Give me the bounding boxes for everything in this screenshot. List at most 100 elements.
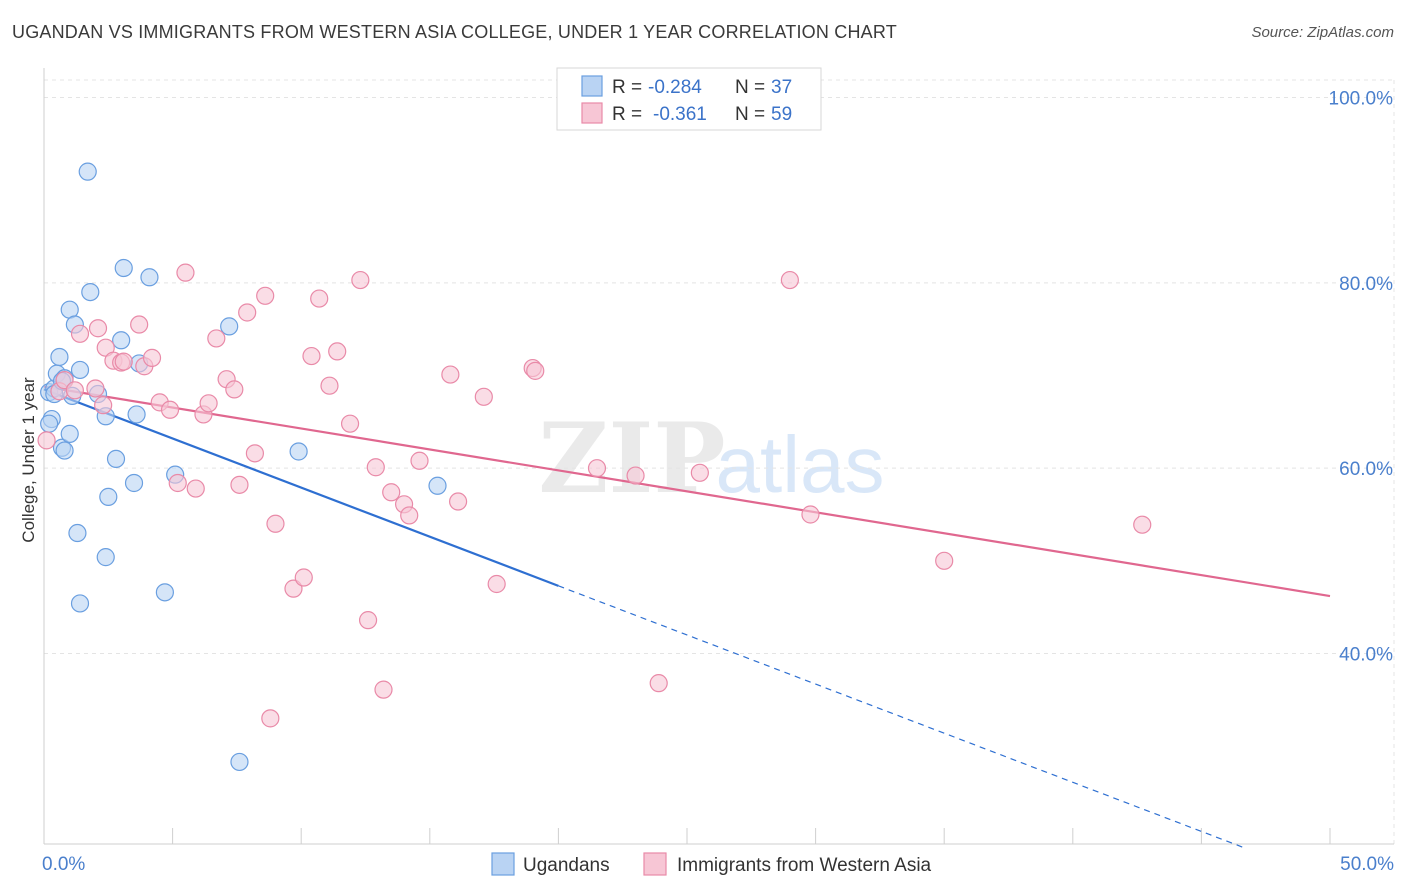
point-s1-53	[626, 466, 645, 485]
point-s0-22	[112, 331, 131, 350]
point-s1-18	[176, 263, 195, 282]
point-s1-16	[160, 400, 180, 419]
legend-n-label-1: N =	[735, 77, 765, 98]
point-s1-37	[340, 414, 360, 433]
point-s0-21	[70, 594, 90, 613]
y-tick-label-3: 40.0%	[1339, 645, 1393, 666]
watermark: ZIP atlas	[538, 402, 884, 515]
y-axis-label: College, Under 1 year	[19, 377, 38, 543]
series-legend: Ugandans Immigrants from Western Asia	[491, 852, 932, 876]
point-s1-42	[382, 483, 401, 502]
point-s0-17	[99, 487, 118, 506]
point-s1-31	[284, 579, 303, 598]
legend-n-label-2: N =	[735, 104, 765, 125]
bottom-legend-label-ugandans: Ugandans	[523, 855, 610, 876]
point-s1-35	[320, 376, 339, 395]
point-s0-12	[70, 360, 90, 380]
point-s1-54	[649, 674, 668, 693]
point-s0-25	[127, 405, 146, 424]
legend-swatch-western-asia	[581, 102, 603, 124]
point-s1-38	[351, 270, 370, 290]
point-s1-57	[801, 505, 820, 524]
data-points	[37, 162, 1152, 772]
point-s1-44	[400, 506, 419, 525]
point-s1-0	[37, 431, 56, 450]
trend-line-extension-0	[558, 585, 1243, 848]
point-s1-58	[935, 551, 954, 570]
point-s1-14	[142, 348, 162, 367]
bottom-legend-swatch-ugandans	[491, 852, 515, 876]
tick-labels: 100.0% 80.0% 60.0% 40.0% 0.0% 50.0%	[42, 89, 1394, 876]
point-s1-4	[70, 324, 90, 343]
point-s1-46	[441, 365, 460, 384]
point-s1-24	[225, 380, 244, 399]
point-s1-27	[245, 444, 265, 463]
legend-r-value-2: -0.361	[653, 104, 707, 125]
point-s1-45	[410, 451, 429, 470]
point-s1-22	[207, 329, 226, 348]
y-tick-label-1: 80.0%	[1339, 274, 1393, 295]
trend-line-1	[43, 385, 1331, 598]
point-s1-19	[186, 479, 205, 498]
legend-n-value-1: 37	[771, 77, 792, 98]
legend-r-label-1: R =	[612, 77, 642, 98]
point-s0-32	[289, 442, 308, 461]
point-s1-29	[261, 709, 280, 728]
trend-line-0	[43, 388, 559, 587]
point-s1-52	[587, 459, 607, 478]
point-s0-27	[140, 268, 159, 287]
legend-swatch-ugandans	[581, 75, 603, 97]
axes	[43, 68, 1394, 845]
point-s1-17	[168, 473, 187, 493]
legend-r-value-1: -0.284	[648, 77, 702, 98]
point-s0-5	[50, 347, 69, 367]
point-s0-2	[40, 414, 59, 433]
bottom-legend-swatch-western-asia	[643, 852, 667, 876]
point-s1-25	[230, 475, 249, 494]
point-s1-36	[328, 342, 347, 361]
point-s1-34	[310, 289, 329, 308]
point-s1-26	[238, 303, 257, 322]
chart-source: Source: ZipAtlas.com	[1251, 24, 1394, 41]
point-s0-14	[81, 283, 100, 302]
watermark-zip: ZIP	[538, 402, 725, 515]
point-s0-30	[220, 317, 239, 336]
point-s1-33	[302, 346, 321, 366]
chart-title: UGANDAN VS IMMIGRANTS FROM WESTERN ASIA …	[12, 22, 897, 42]
point-s1-28	[256, 286, 275, 305]
point-s1-56	[780, 270, 799, 290]
point-s0-31	[230, 752, 249, 772]
point-s1-39	[358, 611, 378, 630]
point-s1-48	[474, 387, 493, 406]
y-tick-label-2: 60.0%	[1339, 459, 1393, 480]
bottom-legend-label-western-asia: Immigrants from Western Asia	[677, 855, 932, 876]
point-s1-6	[88, 319, 108, 338]
point-s1-59	[1133, 515, 1152, 534]
point-s1-41	[374, 680, 393, 699]
trend-lines	[43, 385, 1331, 848]
point-s1-30	[266, 514, 285, 533]
x-tick-label-0: 0.0%	[42, 854, 85, 875]
point-s0-13	[78, 162, 97, 181]
legend-r-label-2: R =	[612, 104, 642, 125]
point-s1-12	[130, 315, 149, 334]
legend-n-value-2: 59	[771, 104, 792, 125]
point-s0-19	[96, 548, 115, 567]
point-s1-49	[487, 574, 506, 594]
point-s0-28	[155, 583, 174, 602]
point-s0-23	[114, 258, 133, 278]
watermark-atlas: atlas	[716, 420, 885, 509]
point-s0-18	[106, 449, 126, 468]
point-s1-5	[86, 379, 105, 398]
point-s1-21	[199, 394, 218, 413]
point-s1-11	[114, 352, 133, 371]
y-tick-label-0: 100.0%	[1329, 89, 1394, 110]
point-s0-8	[55, 441, 74, 460]
x-tick-label-1: 50.0%	[1340, 854, 1394, 875]
point-s1-7	[94, 396, 113, 415]
point-s1-3	[65, 381, 84, 400]
point-s1-40	[366, 458, 385, 477]
point-s0-33	[428, 476, 447, 495]
point-s0-9	[60, 424, 79, 443]
